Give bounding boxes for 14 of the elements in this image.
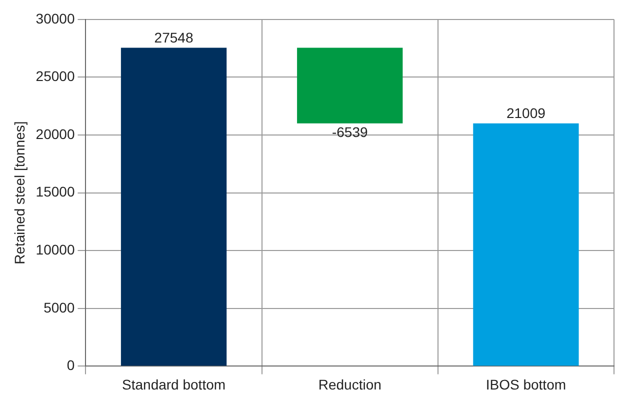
- y-tick-label: 10000: [36, 241, 75, 258]
- data-label: 21009: [506, 105, 546, 122]
- y-tick-label: 0: [66, 357, 75, 374]
- y-tick-label: 5000: [44, 299, 75, 316]
- y-tick-label: 25000: [36, 68, 75, 84]
- y-tick-label: 15000: [36, 184, 75, 200]
- y-axis-title: Retained steel [tonnes]: [11, 121, 28, 264]
- x-tick-label: Standard bottom: [122, 376, 226, 392]
- y-tick-label: 30000: [36, 10, 75, 26]
- x-tick-label: Reduction: [318, 376, 382, 392]
- data-label: 27548: [154, 30, 194, 46]
- x-tick-label: IBOS bottom: [486, 376, 566, 392]
- y-tick-label: 20000: [36, 126, 75, 142]
- data-label: -6539: [332, 124, 368, 140]
